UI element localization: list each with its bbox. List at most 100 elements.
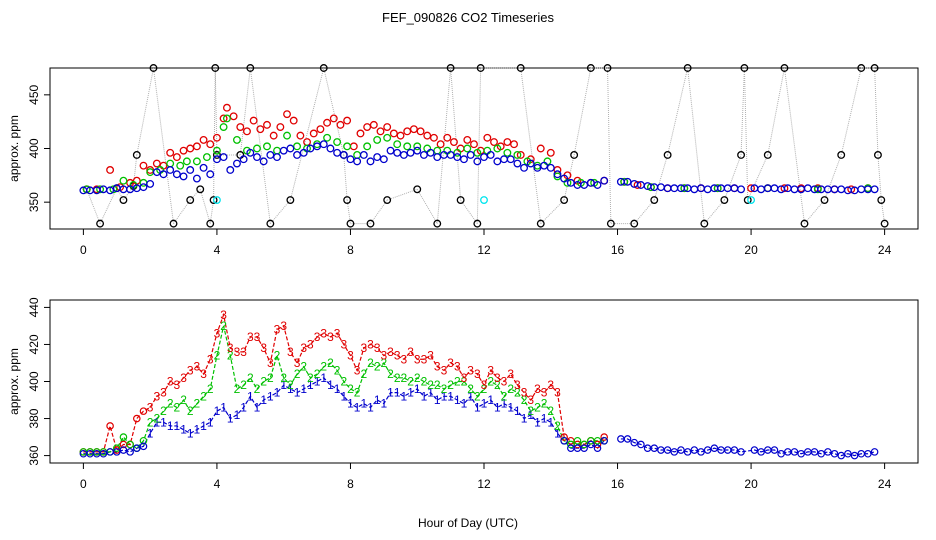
series-1-label: 3 [474, 367, 481, 381]
ref-connector [199, 189, 211, 224]
series-3-point [870, 185, 879, 194]
series-ref-point [319, 64, 328, 72]
series-2-label: 2 [187, 404, 194, 418]
series-ref-point [246, 64, 255, 72]
series-ref-point [473, 219, 482, 228]
series-3-point [737, 185, 746, 194]
series-3-label: 1 [461, 397, 468, 411]
ref-connector [573, 67, 592, 156]
series-2-label: 2 [354, 386, 361, 400]
series-1-point [343, 116, 352, 125]
series-2-label: 2 [327, 356, 334, 370]
series-3-point [453, 153, 462, 162]
series-tail-point [797, 449, 805, 458]
series-ref-point [700, 219, 709, 228]
series-1-label: 3 [294, 356, 301, 370]
series-3-point [112, 448, 121, 456]
series-3-point [823, 185, 832, 194]
series-1-point [847, 185, 856, 194]
series-1-label: 3 [354, 363, 361, 377]
series-3-label: 1 [174, 419, 181, 433]
series-1-point [199, 135, 208, 144]
series-2-label: 2 [240, 378, 247, 392]
series-3-point [239, 155, 248, 164]
series-3-label: 1 [521, 412, 528, 426]
series-ref-point [456, 196, 465, 204]
series-ref-point [737, 150, 746, 159]
ref-connector [239, 67, 251, 155]
series-3-point [663, 184, 672, 193]
ref-connector [152, 67, 175, 224]
series-2-point [323, 133, 332, 142]
series-3-label: 1 [180, 423, 187, 437]
series-2-label: 2 [527, 404, 534, 418]
series-2-label: 2 [487, 375, 494, 389]
x-tick-label: 8 [347, 477, 354, 491]
series-1-label: 3 [180, 371, 187, 385]
series-1-label: 3 [287, 345, 294, 359]
series-1-label: 3 [381, 349, 388, 363]
series-tail-point [737, 448, 745, 456]
series-3-point [506, 155, 515, 164]
series-1-label: 3 [334, 326, 341, 340]
series-tail-point [790, 448, 799, 456]
series-ref-point [857, 64, 866, 72]
series-3-label: 1 [153, 415, 160, 429]
series-3-point [99, 449, 108, 458]
series-ref-point [516, 64, 525, 72]
series-3-label: 1 [394, 386, 401, 400]
ref-connector [840, 67, 862, 156]
series-1-point [336, 120, 345, 129]
x-tick-label: 20 [744, 477, 758, 491]
series-1-label: 3 [467, 363, 474, 377]
series-3-point [119, 446, 128, 454]
series-1-label: 3 [394, 349, 401, 363]
series-3-point [566, 178, 575, 187]
series-1-label: 3 [434, 360, 441, 374]
x-tick-label: 0 [80, 243, 87, 257]
series-3-point [586, 178, 595, 187]
series-2-point [383, 133, 392, 142]
series-ref-point [743, 196, 752, 204]
series-3-label: 1 [220, 400, 227, 414]
series-3-point [339, 150, 348, 159]
series-3-point [533, 163, 542, 172]
series-1-point [443, 133, 452, 142]
series-3-point [803, 184, 812, 193]
series-3-point [233, 159, 241, 168]
ref-connector [520, 67, 542, 224]
series-1-point [470, 140, 478, 149]
series-1-label: 3 [240, 345, 247, 359]
series-2-label: 2 [340, 375, 347, 389]
series-1-point [212, 133, 221, 142]
ref-connector [767, 67, 785, 156]
series-2-point [82, 185, 91, 194]
series-2-point [293, 142, 301, 151]
y-tick-label: 420 [27, 334, 41, 354]
series-1-label: 3 [254, 330, 261, 344]
series-ref-point [763, 150, 772, 159]
series-1-point [363, 123, 372, 131]
ref-connector [563, 154, 575, 201]
series-3-label: 1 [534, 415, 541, 429]
series-2-point [222, 114, 231, 123]
series-2-point [493, 144, 502, 153]
series-2-point [253, 144, 261, 153]
series-1-label: 3 [527, 393, 534, 407]
series-ref-point [343, 196, 352, 204]
series-1-point [303, 138, 312, 147]
series-2-point [233, 135, 241, 144]
x-tick-label: 4 [214, 477, 221, 491]
series-tail-point [677, 446, 685, 454]
series-3-point [139, 183, 148, 192]
series-2-label: 2 [381, 356, 388, 370]
series-1-point [219, 114, 228, 123]
series-3-point [623, 177, 632, 186]
series-2-point [96, 185, 105, 194]
series-ref-point [476, 64, 485, 72]
series-ref-point [650, 196, 659, 204]
bottom-ylabel: approx. ppm [7, 348, 21, 415]
series-3-label: 1 [214, 404, 221, 418]
series-1-point [289, 116, 298, 125]
series-ref-cyan-point [212, 196, 221, 204]
